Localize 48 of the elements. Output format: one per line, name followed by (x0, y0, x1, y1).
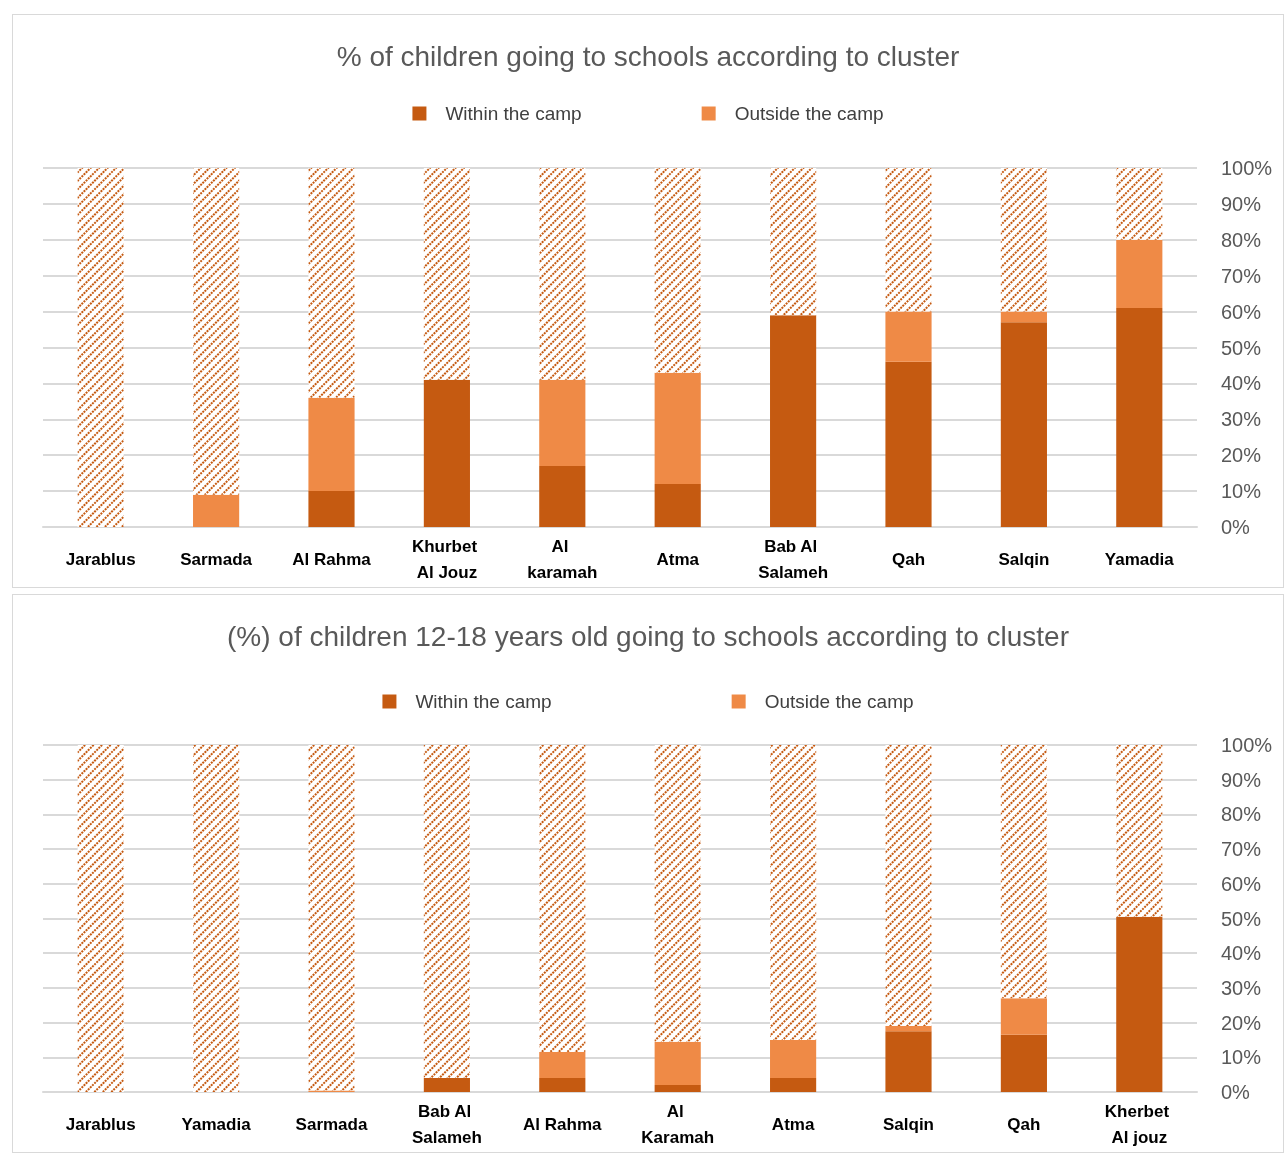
y-tick-label: 90% (1221, 768, 1262, 791)
x-tick-label: Atma (771, 1114, 815, 1134)
legend-label: Outside the camp (734, 103, 884, 124)
y-tick-label: 0% (1221, 1081, 1251, 1103)
x-tick-label: Yamadia (1104, 549, 1175, 569)
y-tick-label: 100% (1221, 734, 1273, 756)
x-tick-label: Yamadia (181, 1114, 252, 1134)
x-tick-label: Atma (656, 549, 700, 569)
legend-label: Outside the camp (764, 691, 914, 712)
x-tick-label: Jarablus (65, 1114, 136, 1134)
y-tick-label: 60% (1221, 300, 1262, 323)
y-tick-label: 90% (1221, 192, 1262, 215)
y-tick-label: 20% (1221, 1011, 1262, 1034)
y-tick-label: 60% (1221, 872, 1262, 895)
x-tick-label: Salqin (882, 1114, 935, 1134)
y-tick-label: 80% (1221, 228, 1262, 251)
y-tick-label: 10% (1221, 480, 1262, 503)
x-tick-label: Jarablus (65, 549, 136, 569)
y-tick-label: 30% (1221, 408, 1262, 431)
y-tick-label: 80% (1221, 803, 1262, 826)
y-tick-label: 50% (1221, 336, 1262, 359)
y-tick-label: 50% (1221, 907, 1262, 930)
legend-label: Within the camp (415, 691, 552, 712)
x-tick-label: Kherbet Al jouz (1104, 1101, 1174, 1147)
x-tick-label: Qah (891, 549, 926, 569)
x-tick-label: Al Rahma (292, 549, 372, 569)
x-tick-label: Khurbet Al Jouz (411, 536, 482, 582)
chart-title: (%) of children 12-18 years old going to schools according to cluster (227, 620, 1069, 652)
legend-label: Within the camp (445, 103, 582, 124)
y-tick-label: 70% (1221, 838, 1262, 861)
y-tick-label: 70% (1221, 264, 1262, 287)
x-tick-label: Al Karamah (641, 1101, 715, 1147)
chart-title: % of children going to schools according to cluster (336, 40, 960, 72)
y-tick-label: 0% (1221, 516, 1251, 538)
x-tick-label: Al Rahma (523, 1114, 603, 1134)
x-tick-label: Al karamah (527, 536, 598, 582)
x-tick-label: Salqin (998, 549, 1050, 569)
x-tick-label: Sarmada (295, 1114, 368, 1134)
x-tick-label: Bab Al Salameh (758, 536, 829, 582)
y-tick-label: 40% (1221, 372, 1262, 395)
x-tick-label: Sarmada (180, 549, 253, 569)
y-tick-label: 10% (1221, 1046, 1262, 1069)
y-tick-label: 30% (1221, 976, 1262, 999)
y-tick-label: 20% (1221, 444, 1262, 467)
x-tick-label: Bab Al Salameh (411, 1101, 482, 1147)
x-tick-label: Qah (1007, 1114, 1041, 1134)
y-tick-label: 100% (1221, 157, 1273, 179)
y-tick-label: 40% (1221, 942, 1262, 965)
